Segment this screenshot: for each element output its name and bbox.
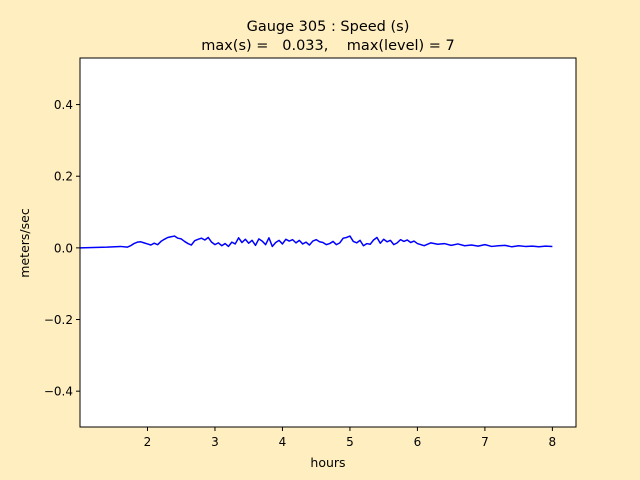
x-axis: 2 3 4 5 6 7 8 — [144, 427, 557, 449]
chart-title-line1: Gauge 305 : Speed (s) — [247, 19, 410, 35]
y-tick-label: −0.4 — [44, 385, 73, 399]
x-tick-label: 6 — [414, 435, 422, 449]
y-tick-label: 0.0 — [54, 241, 73, 255]
x-tick-label: 7 — [481, 435, 489, 449]
x-tick-label: 8 — [549, 435, 557, 449]
series-line-0 — [79, 235, 553, 249]
plot-frame — [79, 57, 577, 428]
y-axis-label: meters/sec — [17, 208, 32, 278]
line-layer — [79, 235, 553, 249]
x-axis-label: hours — [310, 455, 345, 470]
x-tick-label: 4 — [279, 435, 287, 449]
y-tick-label: 0.4 — [54, 98, 73, 112]
chart-title-line2: max(s) = 0.033, max(level) = 7 — [201, 38, 455, 54]
y-axis: −0.4 −0.2 0.0 0.2 0.4 — [44, 98, 80, 399]
x-tick-label: 5 — [346, 435, 354, 449]
x-tick-label: 2 — [144, 435, 152, 449]
y-tick-label: −0.2 — [44, 313, 73, 327]
plot-area — [80, 58, 576, 427]
y-tick-label: 0.2 — [54, 170, 73, 184]
x-tick-label: 3 — [211, 435, 219, 449]
